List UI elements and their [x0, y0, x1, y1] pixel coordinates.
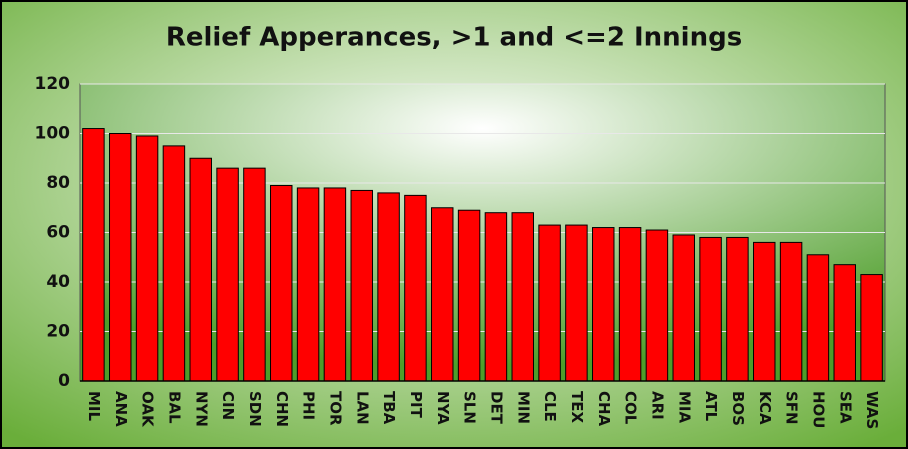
bar	[296, 187, 320, 382]
bar	[511, 212, 534, 382]
y-tick-label: 80	[46, 173, 70, 193]
bar	[538, 224, 561, 382]
x-tick-label: COL	[622, 391, 640, 425]
bar	[404, 194, 427, 382]
bar	[431, 207, 454, 382]
x-tick-label: NYA	[434, 391, 452, 425]
y-tick-label: 60	[46, 223, 70, 243]
bar	[135, 135, 159, 382]
x-tick-label: SLN	[461, 391, 479, 424]
y-tick-label: 40	[46, 272, 70, 292]
x-tick-label: PIT	[407, 391, 425, 419]
y-tick-label: 120	[35, 74, 71, 94]
bar	[350, 189, 373, 382]
bar	[377, 192, 400, 382]
x-tick-label: CIN	[219, 391, 237, 420]
bar	[109, 133, 132, 382]
x-tick-label: MIN	[514, 391, 532, 424]
y-tick-label: 20	[46, 322, 70, 342]
bar	[806, 254, 830, 382]
bar	[753, 241, 776, 382]
bar	[270, 184, 293, 382]
x-tick-label: TBA	[380, 391, 398, 425]
y-tick-label: 0	[58, 371, 70, 391]
bar	[699, 236, 722, 382]
x-tick-label: WAS	[863, 391, 881, 429]
x-tick-label: KCA	[756, 391, 774, 425]
x-tick-label: MIL	[85, 391, 103, 422]
x-tick-label: CLE	[541, 391, 559, 422]
bar	[672, 234, 695, 382]
bar	[162, 145, 186, 382]
x-tick-label: MIA	[675, 391, 693, 424]
x-tick-label: ATL	[702, 391, 720, 422]
bar	[779, 241, 803, 382]
bar	[592, 227, 615, 382]
x-tick-label: ARI	[648, 391, 666, 420]
x-tick-label: NYN	[192, 391, 210, 427]
x-tick-label: HOU	[809, 391, 827, 429]
x-tick-label: PHI	[300, 391, 318, 420]
x-tick-label: ANA	[112, 391, 130, 427]
bar	[618, 227, 642, 382]
bar	[189, 157, 212, 382]
x-tick-label: DET	[487, 391, 505, 425]
bar	[82, 128, 105, 382]
x-tick-label: TEX	[568, 391, 586, 423]
bar	[565, 224, 588, 382]
bar	[860, 274, 883, 382]
y-tick-label: 100	[35, 124, 71, 144]
x-tick-label: SDN	[246, 391, 264, 427]
bar	[243, 167, 266, 382]
x-tick-label: OAK	[139, 391, 157, 428]
x-tick-label: BOS	[729, 391, 747, 426]
x-tick-label: SEA	[836, 391, 854, 424]
x-tick-label: BAL	[165, 391, 183, 424]
bar	[323, 187, 347, 382]
x-tick-label: CHN	[273, 391, 291, 427]
x-tick-label: SFN	[783, 391, 801, 425]
x-tick-label: CHA	[595, 391, 613, 427]
bar	[457, 209, 481, 382]
chart-title: Relief Apperances, >1 and <=2 Innings	[166, 23, 742, 53]
bar	[833, 264, 856, 382]
bar	[726, 236, 749, 382]
bar	[484, 212, 508, 382]
bar	[645, 229, 669, 382]
bar	[216, 167, 239, 382]
x-tick-label: LAN	[353, 391, 371, 425]
x-tick-label: TOR	[326, 391, 344, 426]
